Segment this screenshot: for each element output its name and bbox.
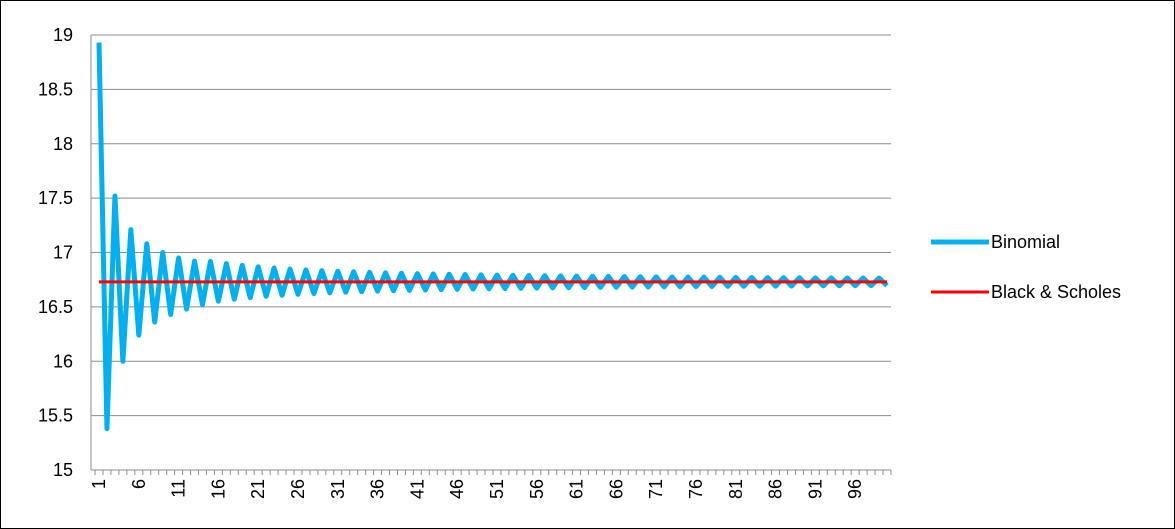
legend-black-scholes-label: Black & Scholes [991, 282, 1121, 302]
y-tick-label: 18 [53, 134, 73, 154]
y-tick-label: 16.5 [38, 297, 73, 317]
x-tick-label: 16 [208, 479, 228, 499]
x-tick-label: 81 [726, 479, 746, 499]
y-tick-label: 19 [53, 25, 73, 45]
x-tick-label: 11 [169, 479, 189, 498]
x-tick-label: 96 [845, 479, 865, 499]
x-tick-label: 46 [447, 479, 467, 499]
x-tick-label: 1 [89, 479, 109, 489]
x-tick-label: 51 [487, 479, 507, 499]
x-tick-label: 41 [407, 479, 427, 499]
x-tick-label: 56 [527, 479, 547, 499]
series-binomial-line [96, 42, 889, 432]
x-tick-label: 36 [368, 479, 388, 499]
y-tick-label: 17 [53, 243, 73, 263]
x-tick-label: 31 [328, 479, 348, 499]
x-tick-label: 66 [606, 479, 626, 499]
x-tick-label: 61 [567, 479, 587, 499]
x-tick-label: 71 [646, 479, 666, 499]
gridlines [91, 34, 891, 417]
legend: Binomial Black & Scholes [931, 232, 1121, 302]
x-tick-label: 76 [686, 479, 706, 499]
legend-binomial-label: Binomial [991, 232, 1060, 252]
x-tick-label: 86 [766, 479, 786, 499]
x-tick-label: 26 [288, 479, 308, 499]
y-tick-label: 16 [53, 351, 73, 371]
series-lines [96, 42, 889, 432]
y-tick-label: 17.5 [38, 188, 73, 208]
y-tick-label: 15.5 [38, 406, 73, 426]
y-tick-label: 18.5 [38, 79, 73, 99]
x-tick-label: 91 [805, 479, 825, 499]
y-tick-label: 15 [53, 460, 73, 480]
x-tick-label: 21 [248, 479, 268, 499]
x-tick-label: 6 [129, 479, 149, 489]
